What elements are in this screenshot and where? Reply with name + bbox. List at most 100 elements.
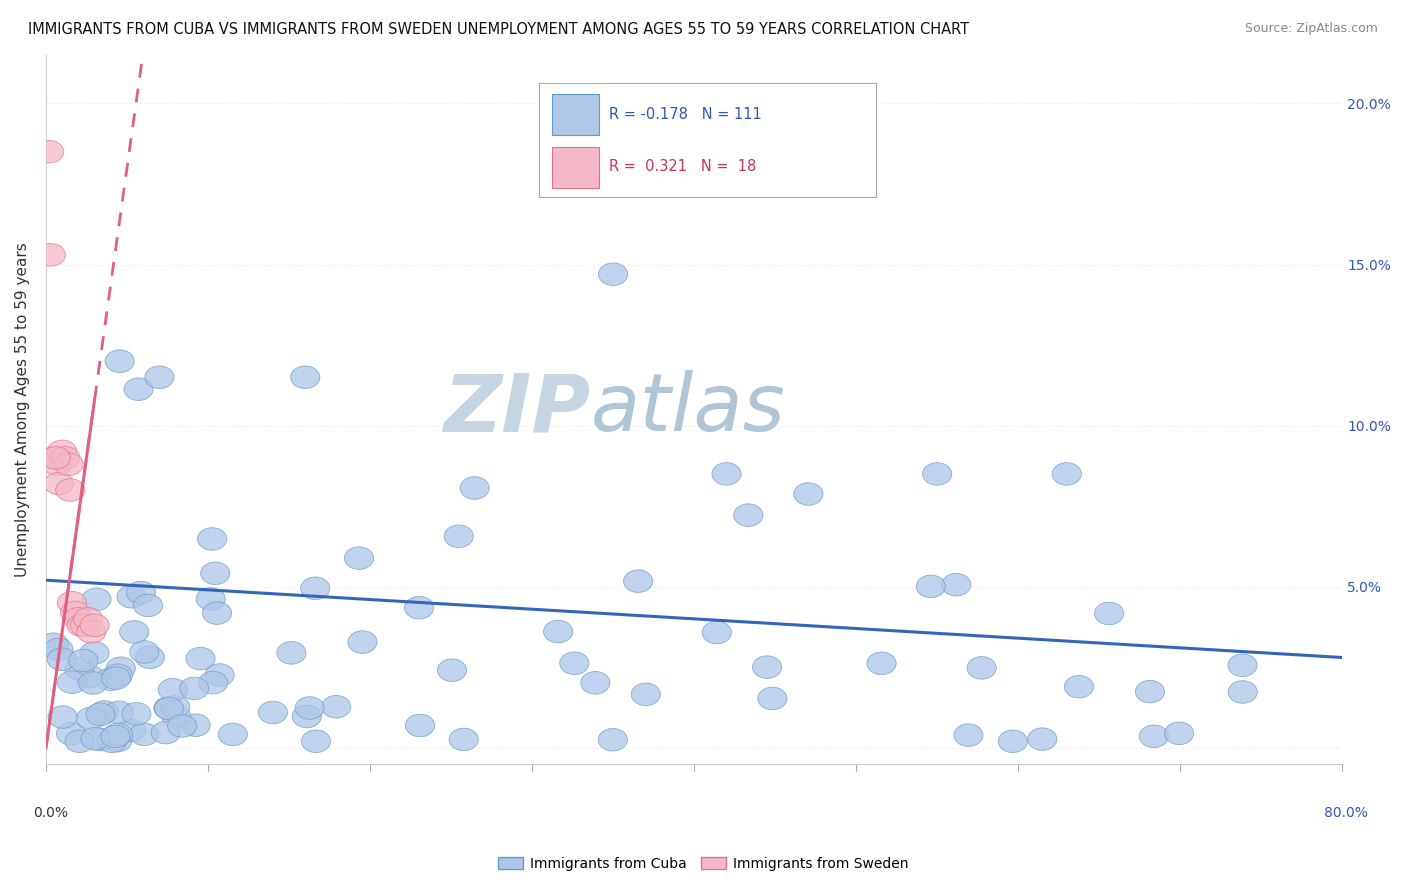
Ellipse shape [1164,722,1194,745]
Ellipse shape [322,696,350,718]
Ellipse shape [758,687,787,710]
Ellipse shape [711,463,741,485]
Text: atlas: atlas [591,370,785,449]
Ellipse shape [599,263,627,285]
Ellipse shape [90,701,118,723]
Ellipse shape [347,631,377,653]
Ellipse shape [292,706,322,728]
Ellipse shape [922,463,952,485]
Ellipse shape [160,696,190,718]
Ellipse shape [45,472,73,495]
Ellipse shape [42,453,72,475]
Ellipse shape [82,727,110,750]
Text: 80.0%: 80.0% [1324,806,1368,821]
Ellipse shape [65,657,94,680]
Ellipse shape [82,588,111,610]
Ellipse shape [60,601,90,624]
Ellipse shape [80,614,110,637]
Ellipse shape [1064,675,1094,698]
Legend: Immigrants from Cuba, Immigrants from Sweden: Immigrants from Cuba, Immigrants from Sw… [492,851,914,876]
Ellipse shape [67,614,96,637]
Ellipse shape [97,730,127,753]
Ellipse shape [35,141,63,163]
Ellipse shape [56,723,86,745]
Ellipse shape [344,547,374,569]
Ellipse shape [449,728,478,751]
Ellipse shape [103,730,132,752]
Ellipse shape [205,664,235,686]
Ellipse shape [69,649,98,672]
Ellipse shape [631,683,661,706]
Ellipse shape [122,703,150,725]
Ellipse shape [107,657,135,680]
Ellipse shape [1052,463,1081,485]
Ellipse shape [181,714,211,737]
Ellipse shape [86,703,115,726]
Ellipse shape [623,570,652,592]
Ellipse shape [155,698,184,720]
Text: 0.0%: 0.0% [32,806,67,821]
Ellipse shape [752,656,782,679]
Ellipse shape [917,575,945,598]
Ellipse shape [104,723,132,746]
Ellipse shape [157,679,187,701]
Ellipse shape [58,591,87,614]
Ellipse shape [794,483,823,505]
Ellipse shape [277,641,307,665]
Ellipse shape [51,447,80,469]
Ellipse shape [39,447,69,469]
Text: IMMIGRANTS FROM CUBA VS IMMIGRANTS FROM SWEDEN UNEMPLOYMENT AMONG AGES 55 TO 59 : IMMIGRANTS FROM CUBA VS IMMIGRANTS FROM … [28,22,969,37]
Ellipse shape [79,672,107,694]
Ellipse shape [48,648,76,671]
Ellipse shape [295,697,325,719]
Ellipse shape [65,730,94,753]
Ellipse shape [218,723,247,746]
Ellipse shape [201,562,229,584]
Ellipse shape [75,665,104,688]
Ellipse shape [145,366,174,389]
Ellipse shape [1094,602,1123,624]
Ellipse shape [101,725,129,747]
Ellipse shape [129,640,159,664]
Ellipse shape [197,528,226,550]
Text: ZIP: ZIP [443,370,591,449]
Ellipse shape [967,657,997,679]
Ellipse shape [153,697,183,719]
Ellipse shape [1227,681,1257,703]
Ellipse shape [301,730,330,753]
Ellipse shape [405,597,433,619]
Ellipse shape [124,378,153,401]
Ellipse shape [868,652,896,674]
Ellipse shape [41,447,70,469]
Ellipse shape [127,582,156,604]
Ellipse shape [103,664,132,687]
Ellipse shape [560,652,589,674]
Ellipse shape [291,366,319,389]
Ellipse shape [544,620,572,643]
Ellipse shape [197,588,225,610]
Ellipse shape [86,729,115,751]
Ellipse shape [444,525,474,548]
Ellipse shape [58,671,87,693]
Ellipse shape [120,621,149,643]
Ellipse shape [942,574,970,596]
Ellipse shape [56,479,84,501]
Ellipse shape [48,440,77,463]
Ellipse shape [117,719,146,741]
Ellipse shape [202,602,232,624]
Ellipse shape [77,621,105,643]
Ellipse shape [301,577,330,599]
Ellipse shape [998,730,1028,753]
Ellipse shape [405,714,434,737]
Ellipse shape [259,701,287,723]
Ellipse shape [39,633,69,656]
Ellipse shape [702,621,731,644]
Ellipse shape [167,714,197,738]
Ellipse shape [37,244,66,266]
Ellipse shape [117,585,146,608]
Ellipse shape [437,659,467,681]
Ellipse shape [460,476,489,500]
Ellipse shape [152,722,180,744]
Ellipse shape [953,723,983,747]
Ellipse shape [76,707,105,730]
